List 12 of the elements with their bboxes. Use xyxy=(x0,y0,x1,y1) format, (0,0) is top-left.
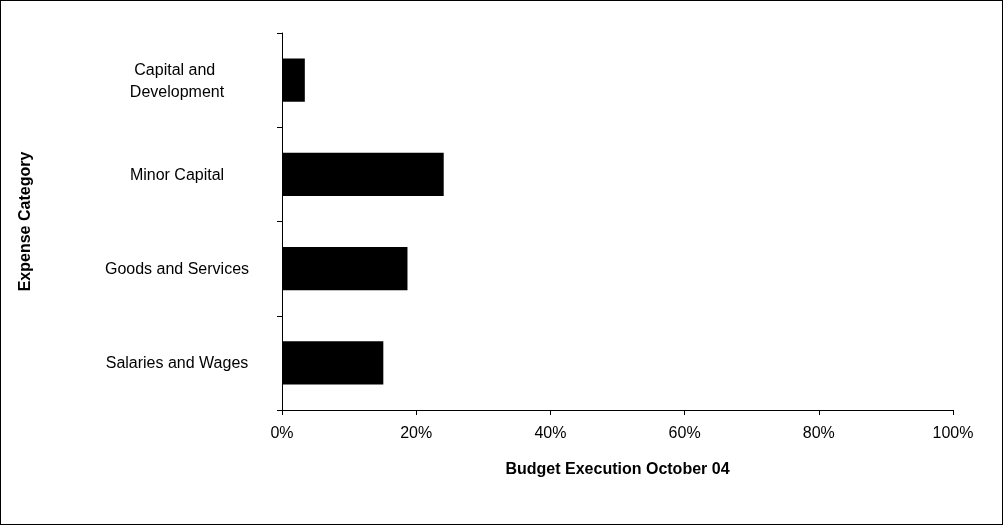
x-tick-label: 40% xyxy=(534,423,567,441)
y-tick-label: Goods and Services xyxy=(104,260,250,278)
x-tick-label: 100% xyxy=(932,423,974,441)
y-tick-label: Capital and Development xyxy=(129,60,225,100)
y-tick-label: Salaries and Wages xyxy=(105,354,249,372)
x-tick-label: 0% xyxy=(270,423,294,441)
x-axis-title: Budget Execution October 04 xyxy=(505,459,730,477)
x-tick-label: 20% xyxy=(400,423,433,441)
y-axis-title: Expense Category xyxy=(15,151,33,292)
y-tick-label: Minor Capital xyxy=(129,165,225,183)
x-tick-label: 60% xyxy=(668,423,701,441)
x-tick-label: 80% xyxy=(802,423,835,441)
